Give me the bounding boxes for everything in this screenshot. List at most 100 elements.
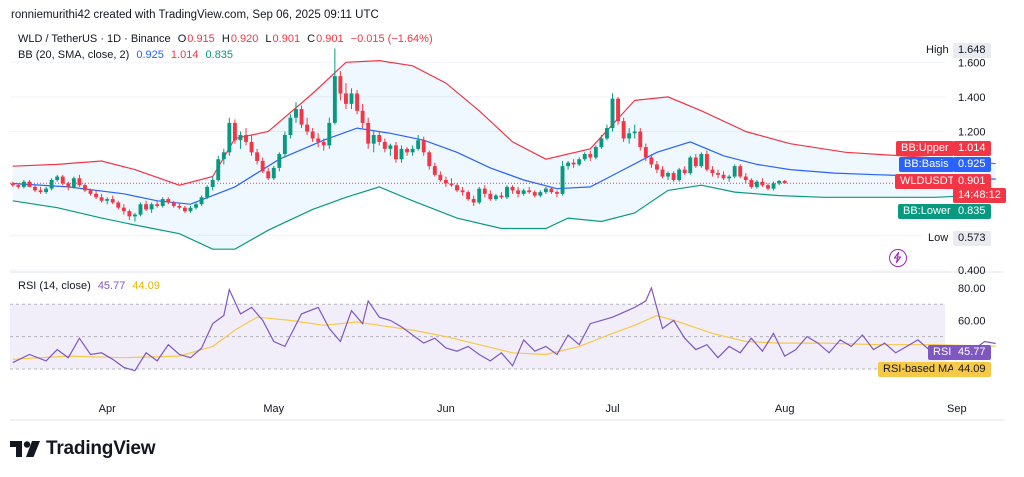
symbol-legend[interactable]: WLD / TetherUS · 1D · Binance O0.915 H0.… bbox=[18, 33, 437, 45]
candle-body bbox=[355, 93, 360, 111]
candle bbox=[443, 176, 448, 187]
candle bbox=[738, 164, 743, 179]
ohlc-low: L0.901 bbox=[265, 33, 301, 45]
flash-icon[interactable] bbox=[889, 249, 907, 267]
candle bbox=[121, 204, 126, 215]
candle bbox=[160, 197, 165, 208]
tradingview-logo[interactable]: TradingView bbox=[10, 438, 156, 460]
candle-body bbox=[621, 121, 626, 139]
candle bbox=[688, 155, 693, 175]
rsi-ma-tag-label: RSI-based MA bbox=[878, 362, 960, 377]
candle-body bbox=[332, 76, 337, 123]
candle bbox=[460, 186, 465, 196]
candle bbox=[488, 190, 493, 201]
price-tick-label: 1.600 bbox=[958, 57, 986, 69]
candle bbox=[571, 159, 576, 168]
candle-body bbox=[266, 171, 271, 179]
candle-body bbox=[443, 180, 448, 184]
candle-body bbox=[393, 145, 398, 160]
candle bbox=[732, 164, 737, 179]
tradingview-logo-icon bbox=[10, 441, 40, 457]
candle-body bbox=[88, 190, 93, 194]
candle-body bbox=[360, 110, 365, 123]
bb-basis-line bbox=[12, 127, 996, 205]
candle bbox=[643, 143, 648, 161]
candle-body bbox=[149, 204, 154, 210]
candle-body bbox=[16, 185, 21, 187]
candle bbox=[410, 145, 415, 156]
bb-legend[interactable]: BB (20, SMA, close, 2) 0.925 1.014 0.835 bbox=[18, 49, 237, 61]
candle bbox=[610, 93, 615, 132]
candle-body bbox=[21, 181, 26, 187]
candle bbox=[371, 131, 376, 153]
candle bbox=[393, 141, 398, 163]
candle bbox=[44, 186, 49, 194]
candle-body bbox=[182, 207, 187, 212]
time-tick-label: May bbox=[263, 403, 284, 415]
candle bbox=[638, 128, 643, 151]
candle bbox=[166, 197, 171, 205]
candle-body bbox=[405, 148, 409, 153]
candle bbox=[666, 171, 670, 180]
candle bbox=[716, 169, 720, 179]
candle bbox=[55, 174, 60, 182]
candle-body bbox=[493, 195, 498, 200]
candle-body bbox=[499, 195, 504, 198]
bb-basis-tag-value: 0.925 bbox=[953, 157, 991, 172]
candle bbox=[510, 185, 515, 194]
time-tick-label: Jul bbox=[605, 403, 619, 415]
time-tick-label: Sep bbox=[947, 403, 967, 415]
candle bbox=[627, 128, 632, 144]
candle-body bbox=[121, 207, 126, 212]
candle bbox=[382, 138, 387, 153]
low-value: 0.573 bbox=[953, 231, 991, 246]
candle bbox=[593, 145, 598, 160]
candle-body bbox=[432, 166, 437, 175]
candle bbox=[471, 195, 476, 206]
rsi-legend-value: 45.77 bbox=[97, 280, 126, 292]
candle-body bbox=[488, 193, 493, 200]
candle-body bbox=[482, 188, 487, 194]
candle-body bbox=[477, 188, 482, 203]
candle-body bbox=[688, 157, 693, 174]
rsi-line bbox=[12, 286, 996, 372]
rsi-legend[interactable]: RSI (14, close) 45.77 44.09 bbox=[18, 280, 164, 292]
candle-body bbox=[366, 122, 371, 144]
candle bbox=[754, 180, 759, 189]
candle-body bbox=[643, 147, 648, 158]
candle-body bbox=[560, 166, 565, 194]
candle bbox=[532, 190, 537, 198]
bb-lower-tag-label: BB:Lower bbox=[898, 204, 956, 219]
candle-body bbox=[510, 186, 515, 191]
bb-upper-tag-value: 1.014 bbox=[953, 141, 991, 156]
price-tick-label: 1.400 bbox=[958, 92, 986, 104]
candle-body bbox=[471, 199, 476, 203]
rsi-band-fill bbox=[10, 304, 945, 370]
candle-body bbox=[638, 131, 643, 148]
candle bbox=[355, 90, 360, 115]
candle bbox=[432, 162, 437, 177]
candle bbox=[366, 117, 371, 149]
candle-body bbox=[777, 180, 782, 184]
candle bbox=[71, 176, 76, 189]
candle-body bbox=[327, 122, 332, 146]
candle bbox=[155, 200, 160, 208]
candle bbox=[38, 186, 43, 194]
candle-body bbox=[244, 135, 248, 142]
candle bbox=[677, 167, 682, 182]
candle bbox=[438, 171, 443, 182]
candle-body bbox=[216, 159, 221, 180]
candle-body bbox=[543, 188, 548, 193]
candle-body bbox=[727, 176, 732, 179]
candle-body bbox=[155, 204, 160, 206]
candle bbox=[344, 83, 348, 110]
candle-body bbox=[743, 176, 748, 180]
candle bbox=[310, 128, 315, 142]
candle-body bbox=[505, 186, 509, 198]
candle-body bbox=[27, 181, 32, 187]
ohlc-change: −0.015 (−1.64%) bbox=[350, 33, 433, 45]
candle bbox=[138, 202, 143, 217]
candle-body bbox=[205, 186, 210, 198]
